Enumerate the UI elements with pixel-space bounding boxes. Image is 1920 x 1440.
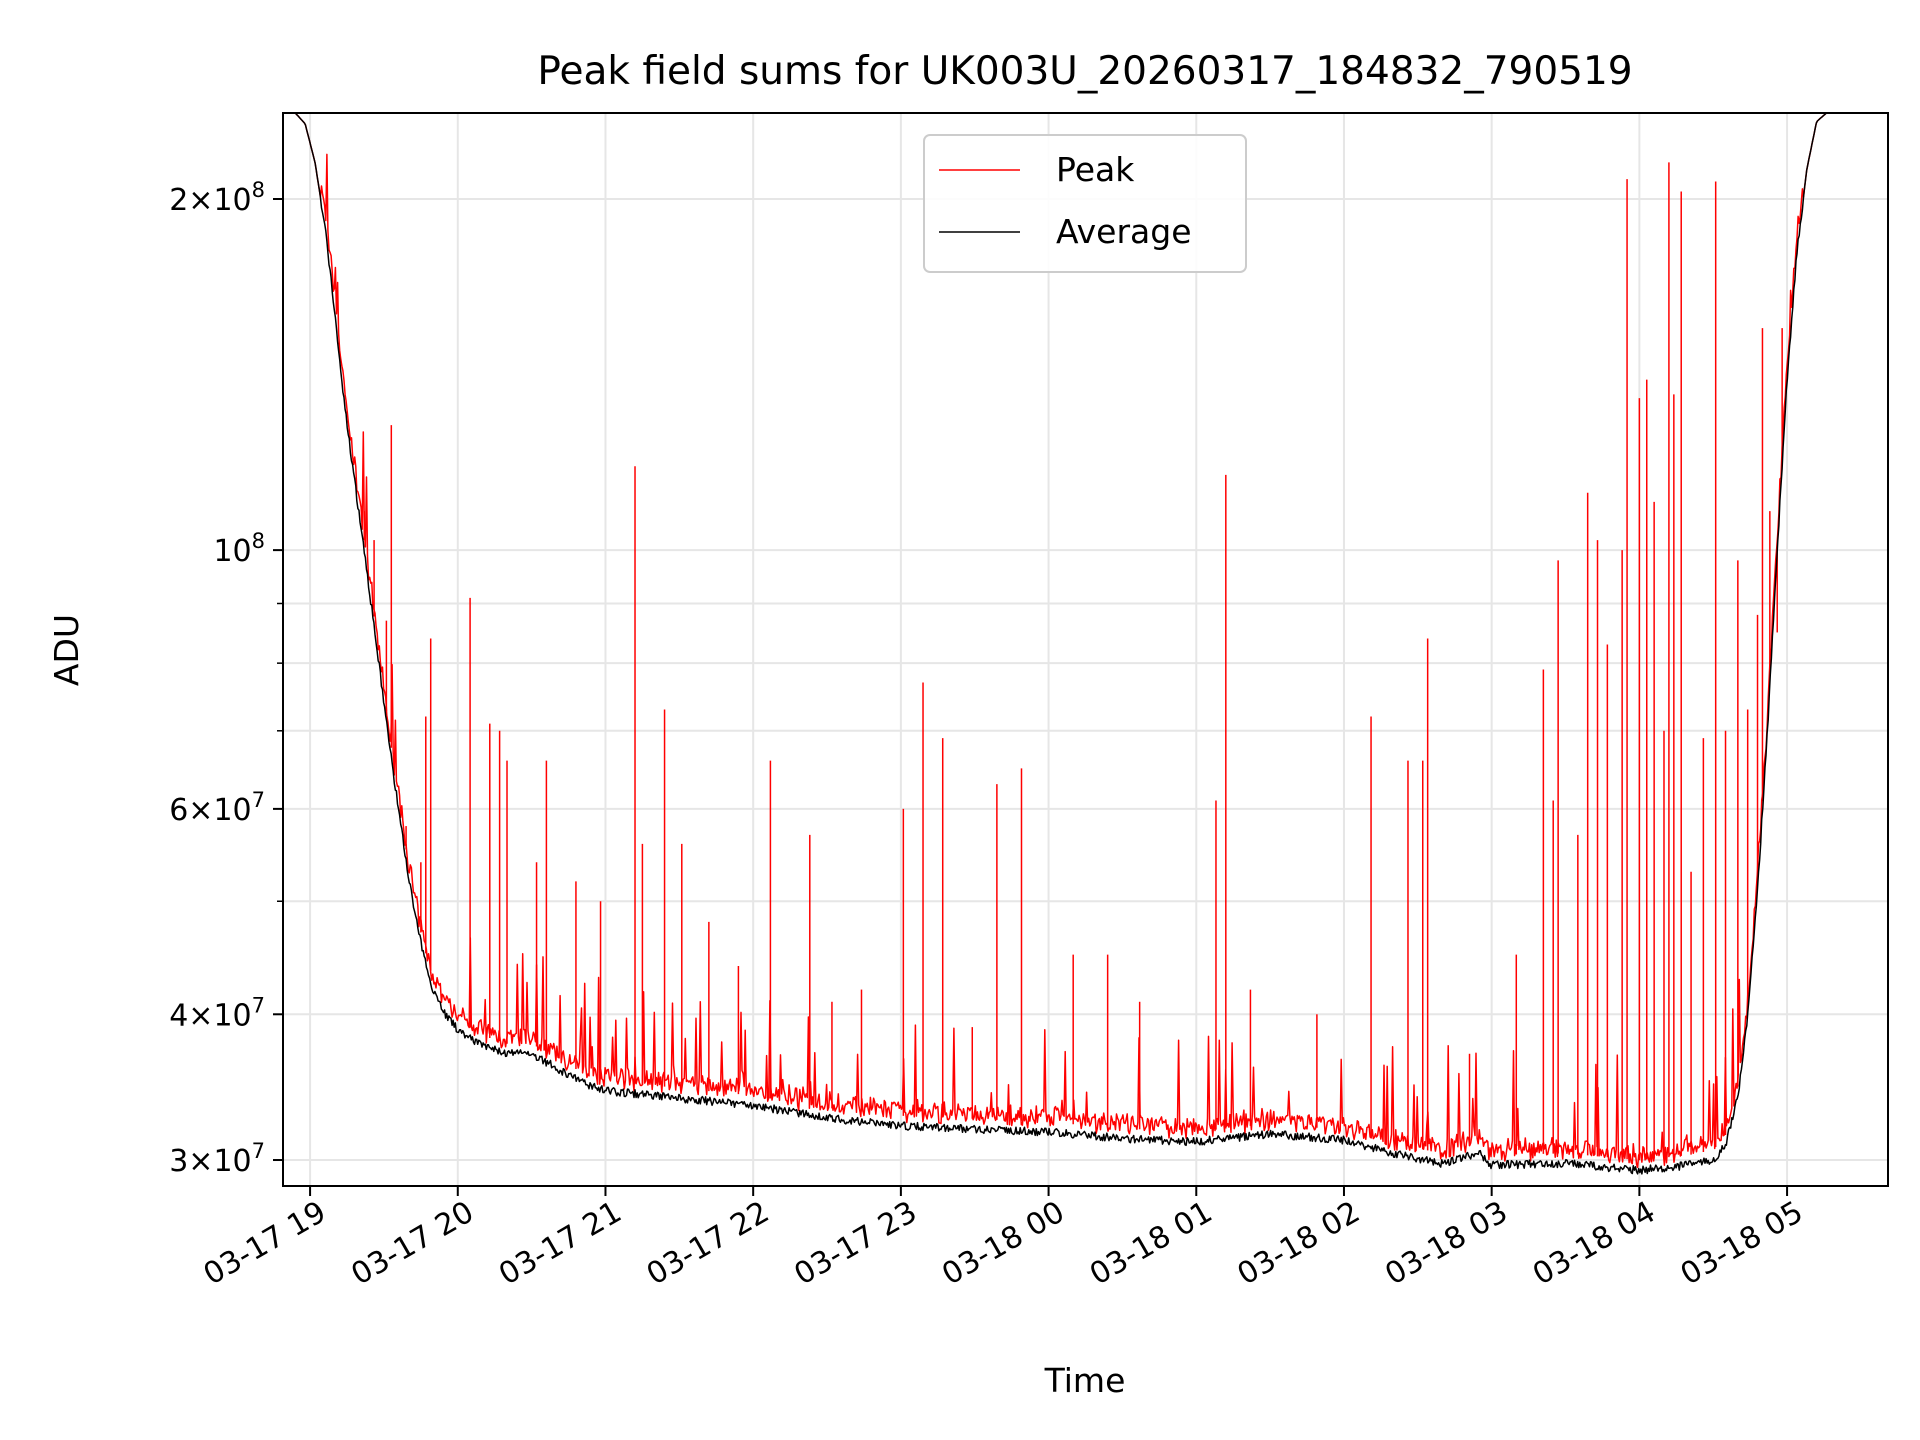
- y-tick-label: 2×108: [169, 178, 265, 218]
- legend: Peak Average: [923, 134, 1247, 273]
- chart-title: Peak field sums for UK003U_20260317_1848…: [537, 49, 1632, 94]
- legend-label-average: Average: [1056, 212, 1192, 251]
- y-tick-label: 4×107: [169, 993, 265, 1033]
- series-layer: [283, 112, 1888, 1175]
- series-line-peak: [283, 112, 1888, 1169]
- legend-label-peak: Peak: [1056, 150, 1135, 189]
- series-line-average: [283, 112, 1888, 1175]
- y-tick-label: 3×107: [169, 1139, 265, 1179]
- y-tick-label: 108: [213, 529, 265, 569]
- y-tick-label: 6×107: [169, 788, 265, 828]
- y-axis-label: ADU: [47, 614, 86, 686]
- y-axis: 3×107 4×107 6×107 108 2×108: [169, 178, 283, 1179]
- x-axis-label: Time: [1044, 1361, 1126, 1400]
- plot-frame: [282, 112, 1889, 1187]
